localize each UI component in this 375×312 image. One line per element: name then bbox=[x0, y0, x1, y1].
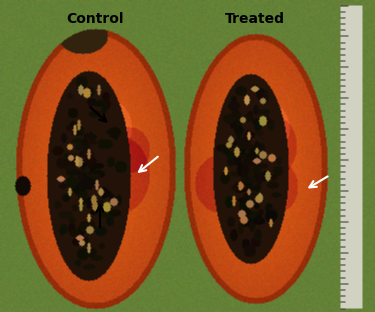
Text: Treated: Treated bbox=[225, 12, 285, 26]
Text: Control: Control bbox=[66, 12, 124, 26]
